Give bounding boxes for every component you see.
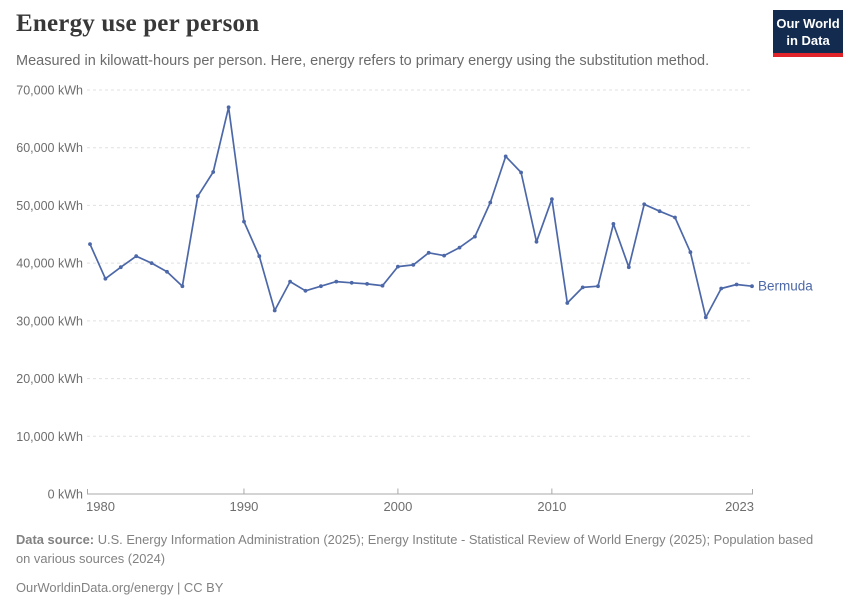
data-point bbox=[750, 284, 754, 289]
data-line-bermuda bbox=[89, 106, 753, 319]
data-point bbox=[365, 282, 369, 286]
data-point bbox=[565, 301, 570, 305]
data-point bbox=[719, 286, 724, 291]
data-point bbox=[488, 200, 493, 205]
data-point bbox=[534, 239, 539, 244]
data-point bbox=[580, 285, 585, 290]
y-tick-label: 30,000 kWh bbox=[16, 314, 83, 328]
data-point bbox=[180, 284, 185, 289]
data-point bbox=[411, 263, 416, 267]
data-point bbox=[442, 253, 446, 258]
y-tick-label: 10,000 kWh bbox=[16, 430, 83, 444]
series-label[interactable]: Bermuda bbox=[758, 279, 813, 294]
data-point bbox=[734, 282, 739, 287]
data-point bbox=[457, 245, 462, 250]
data-point bbox=[426, 250, 431, 255]
data-point bbox=[688, 250, 693, 255]
data-point bbox=[349, 280, 354, 285]
x-tick-label: 2000 bbox=[383, 499, 412, 514]
data-source-label: Data source: bbox=[16, 532, 95, 547]
data-point bbox=[134, 254, 139, 259]
data-point bbox=[673, 215, 677, 220]
y-tick-label: 0 kWh bbox=[48, 488, 83, 502]
data-point bbox=[88, 242, 92, 247]
line-chart: 0 kWh 10,000 kWh 20,000 kWh 30,000 kWh 40,00… bbox=[16, 84, 813, 515]
x-tick-label: 1980 bbox=[86, 499, 115, 514]
data-point bbox=[503, 154, 508, 159]
data-point bbox=[118, 265, 123, 270]
data-point bbox=[272, 308, 277, 313]
owid-logo-line1: Our World bbox=[776, 16, 840, 31]
data-point bbox=[149, 261, 154, 265]
data-point bbox=[473, 234, 477, 239]
chart-footer: Data source: U.S. Energy Information Adm… bbox=[16, 530, 828, 597]
data-point bbox=[211, 170, 216, 174]
data-point bbox=[611, 222, 616, 226]
y-tick-label: 20,000 kWh bbox=[16, 372, 83, 386]
data-point bbox=[288, 279, 292, 284]
y-tick-label: 50,000 kWh bbox=[16, 199, 83, 213]
data-source-text: U.S. Energy Information Administration (… bbox=[16, 532, 814, 567]
data-point bbox=[257, 254, 262, 259]
data-point bbox=[319, 284, 323, 289]
data-point bbox=[334, 279, 339, 284]
data-point bbox=[396, 264, 400, 269]
y-tick-label: 40,000 kWh bbox=[16, 257, 83, 271]
data-point bbox=[242, 219, 246, 224]
x-tick-label: 2010 bbox=[537, 499, 566, 514]
data-point bbox=[550, 197, 554, 202]
page-title: Energy use per person bbox=[16, 10, 260, 37]
data-point bbox=[380, 283, 385, 288]
data-point bbox=[657, 209, 662, 214]
data-point bbox=[519, 170, 523, 175]
x-tick-label: 1990 bbox=[229, 499, 258, 514]
chart-subtitle: Measured in kilowatt-hours per person. H… bbox=[16, 53, 710, 69]
owid-logo-line2: in Data bbox=[786, 32, 830, 48]
data-point bbox=[226, 105, 231, 110]
data-point bbox=[596, 284, 600, 289]
data-point bbox=[303, 288, 308, 293]
data-point bbox=[626, 265, 631, 270]
data-point bbox=[103, 276, 108, 281]
data-source-line: Data source: U.S. Energy Information Adm… bbox=[16, 530, 828, 569]
owid-logo[interactable]: Our World in Data bbox=[773, 10, 843, 58]
data-point bbox=[703, 315, 708, 320]
y-tick-label: 60,000 kWh bbox=[16, 141, 83, 155]
x-tick-label: 2023 bbox=[725, 499, 754, 514]
data-point bbox=[195, 194, 200, 199]
license-link[interactable]: OurWorldinData.org/energy | CC BY bbox=[16, 579, 224, 595]
data-point bbox=[642, 202, 647, 207]
data-point bbox=[165, 269, 169, 274]
y-tick-label: 70,000 kWh bbox=[16, 84, 83, 98]
